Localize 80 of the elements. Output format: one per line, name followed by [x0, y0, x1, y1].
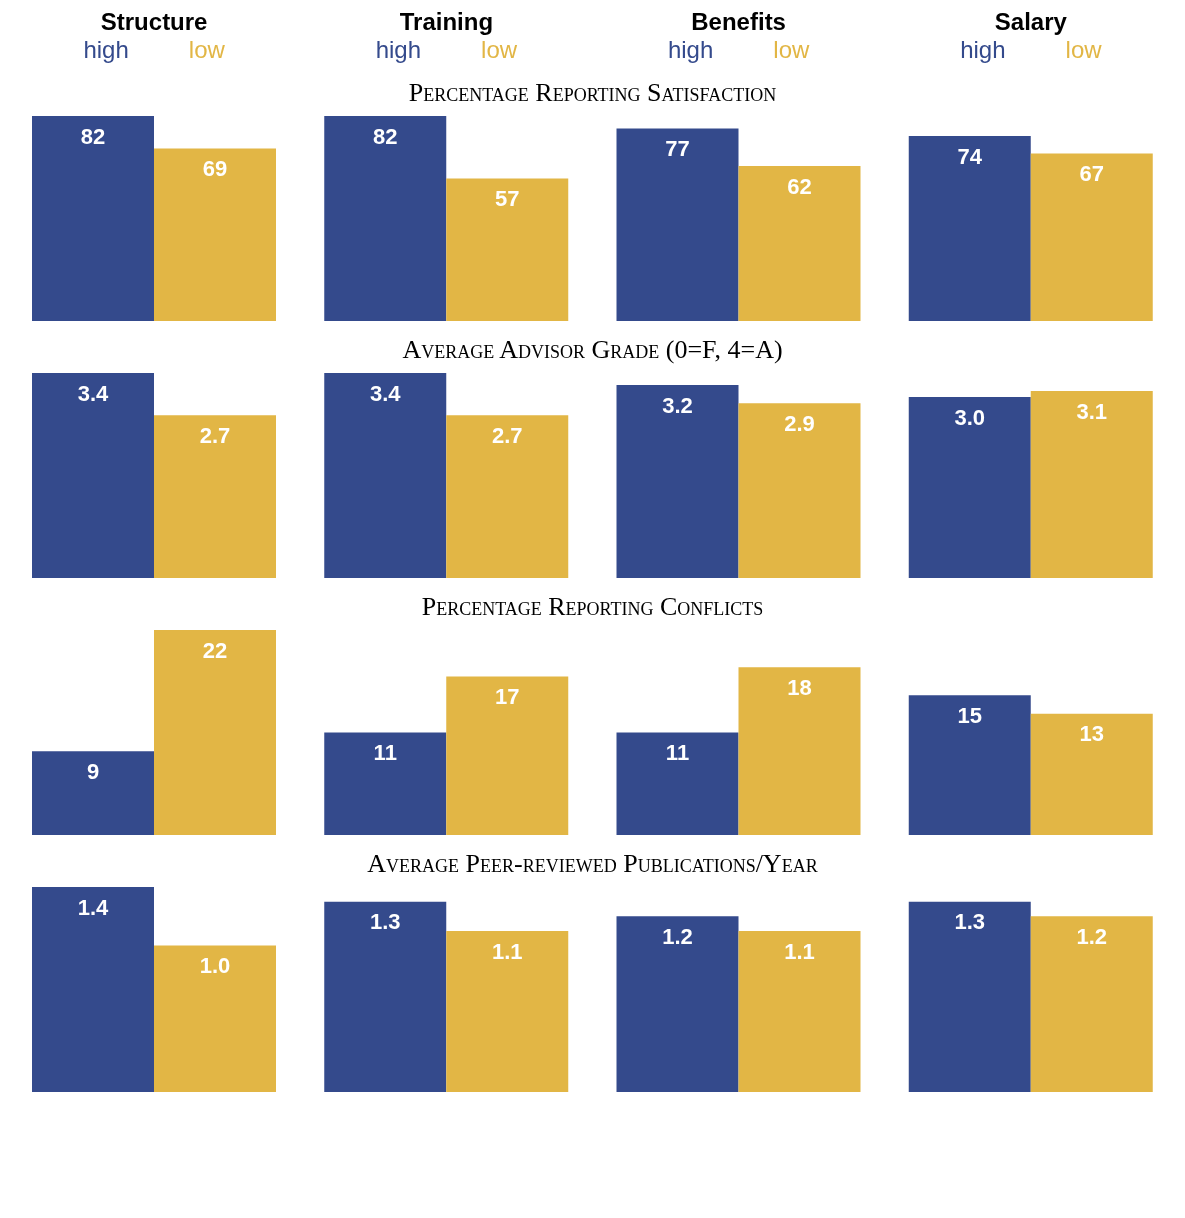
text: high [375, 36, 422, 63]
data-label: 17 [495, 684, 520, 710]
data-label: 77 [665, 136, 690, 162]
data-label: 1.2 [1076, 923, 1108, 949]
bar [154, 630, 276, 835]
data-label: 57 [495, 186, 520, 212]
bar [32, 373, 154, 578]
chart-title: Percentage Reporting Conflicts [420, 592, 765, 622]
data-label: 13 [1079, 721, 1104, 747]
data-label: 2.7 [199, 422, 231, 448]
data-label: 3.4 [369, 380, 402, 406]
bar [1030, 713, 1153, 835]
text: low [188, 36, 225, 64]
bar [154, 148, 276, 321]
data-label: 3.2 [662, 392, 693, 418]
bar [32, 116, 154, 321]
x-tick-label: Benefits [690, 8, 787, 36]
data-label: 69 [202, 156, 228, 182]
data-label: 3.1 [1076, 398, 1108, 424]
bar [446, 415, 569, 578]
x-tick-label: Structure [99, 8, 209, 36]
bar [908, 397, 1031, 578]
data-label: 3.4 [77, 380, 110, 406]
bar [32, 887, 154, 1092]
data-label: 82 [80, 123, 106, 149]
chart-title: Average Advisor Grade (0=F, 4=A) [401, 335, 784, 365]
bar [908, 695, 1031, 835]
chart-title: Percentage Reporting Satisfaction [407, 78, 778, 108]
bar [324, 901, 447, 1092]
data-label: 11 [373, 740, 397, 766]
text: low [773, 36, 810, 63]
text: low [1065, 36, 1102, 63]
data-label: 11 [665, 740, 690, 766]
bar [1030, 916, 1153, 1092]
bar [738, 667, 861, 835]
bar [324, 116, 447, 321]
data-label: 3.0 [954, 404, 986, 430]
data-label: 18 [787, 674, 812, 700]
bar [446, 676, 569, 835]
bar [154, 945, 276, 1092]
bar [908, 901, 1031, 1092]
x-tick-label: Salary [993, 8, 1068, 36]
data-label: 1.3 [954, 909, 986, 935]
bar [738, 403, 861, 578]
bar [738, 930, 861, 1092]
bar [616, 385, 739, 578]
data-label: 1.4 [77, 894, 110, 920]
data-label: 1.1 [784, 938, 815, 964]
data-label: 1.0 [199, 953, 231, 979]
bar [446, 178, 569, 321]
data-label: 67 [1079, 161, 1104, 187]
data-label: 1.1 [491, 938, 523, 964]
data-label: 1.3 [369, 909, 401, 935]
bar [738, 166, 861, 321]
data-label: 22 [202, 637, 228, 663]
text: low [481, 36, 518, 63]
bar [908, 136, 1031, 321]
text: high [667, 36, 714, 63]
bar [324, 373, 447, 578]
bar [1030, 391, 1153, 578]
bar [446, 930, 569, 1092]
data-label: 9 [86, 758, 100, 784]
bar [154, 415, 276, 578]
bar [616, 916, 739, 1092]
data-label: 2.7 [491, 422, 523, 448]
x-tick-label: Training [398, 8, 495, 36]
bar [616, 128, 739, 321]
bar [324, 732, 447, 835]
chart-title: Average Peer-reviewed Publications/Year [366, 849, 819, 879]
data-label: 1.2 [662, 923, 693, 949]
text: high [83, 36, 129, 64]
bar [32, 751, 154, 835]
text: high [960, 36, 1006, 63]
data-label: 62 [787, 173, 812, 199]
data-label: 15 [957, 702, 982, 728]
data-label: 82 [373, 123, 398, 149]
data-label: 2.9 [784, 410, 815, 436]
bar [616, 732, 739, 835]
bar [1030, 153, 1153, 321]
data-label: 74 [957, 143, 983, 169]
